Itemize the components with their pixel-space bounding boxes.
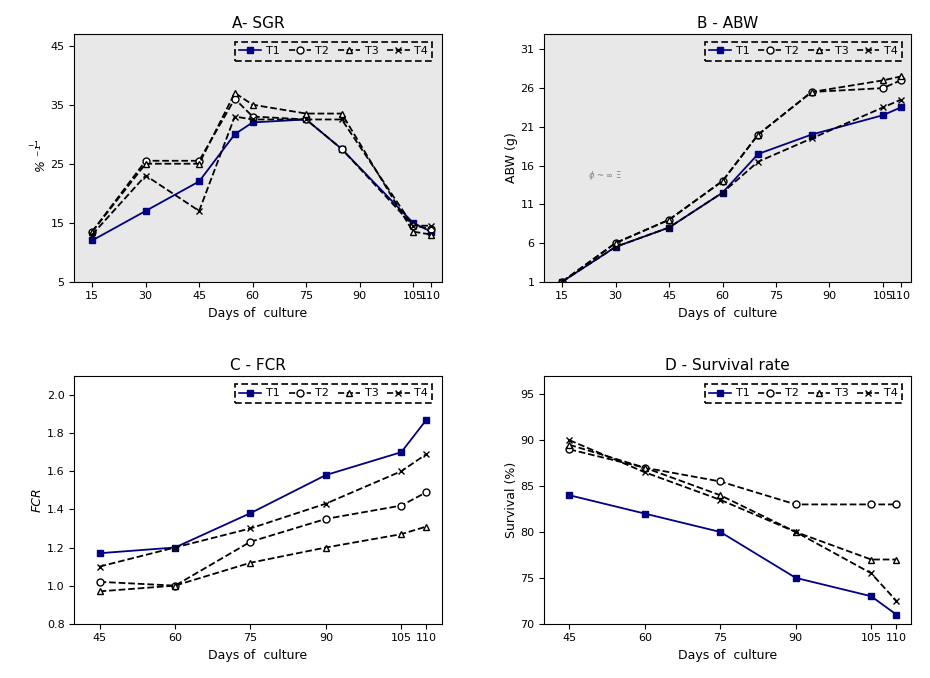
X-axis label: Days of  culture: Days of culture xyxy=(678,649,777,662)
Legend: T1, T2, T3, T4: T1, T2, T3, T4 xyxy=(234,42,432,61)
Legend: T1, T2, T3, T4: T1, T2, T3, T4 xyxy=(234,384,432,403)
Text: $\phi$ ~ $\infty$ $\Xi$: $\phi$ ~ $\infty$ $\Xi$ xyxy=(589,169,622,182)
Y-axis label: ABW (g): ABW (g) xyxy=(505,132,518,183)
Title: C - FCR: C - FCR xyxy=(230,359,286,374)
Title: A- SGR: A- SGR xyxy=(232,16,285,31)
X-axis label: Days of  culture: Days of culture xyxy=(208,649,308,662)
Title: D - Survival rate: D - Survival rate xyxy=(666,359,790,374)
Title: B - ABW: B - ABW xyxy=(698,16,759,31)
Y-axis label: FCR: FCR xyxy=(31,487,44,512)
Legend: T1, T2, T3, T4: T1, T2, T3, T4 xyxy=(705,384,902,403)
Y-axis label: % ⁻¹: % ⁻¹ xyxy=(34,144,47,172)
Y-axis label: Survival (%): Survival (%) xyxy=(505,462,518,538)
X-axis label: Days of  culture: Days of culture xyxy=(678,307,777,320)
X-axis label: Days of  culture: Days of culture xyxy=(208,307,308,320)
Text: $^{-1}$: $^{-1}$ xyxy=(27,140,40,151)
Legend: T1, T2, T3, T4: T1, T2, T3, T4 xyxy=(705,42,902,61)
